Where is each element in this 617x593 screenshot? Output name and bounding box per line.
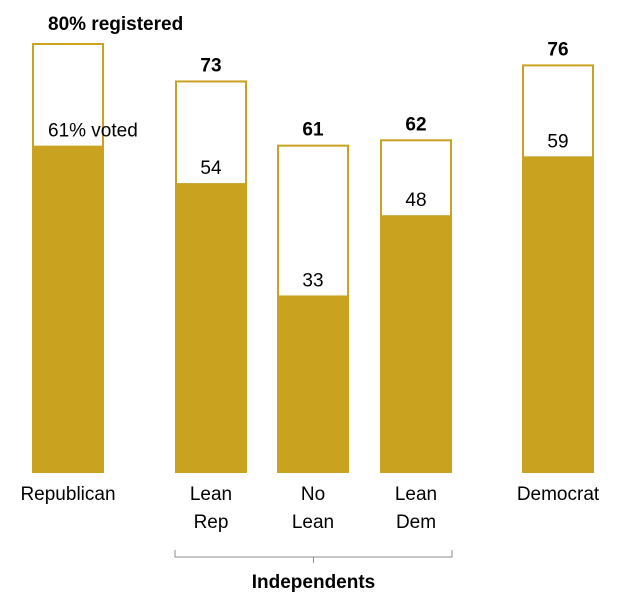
voted-value-label-3: 48 [405,190,426,211]
category-label-1-1: Rep [194,512,229,533]
category-label-2-1: Lean [292,512,334,533]
category-label-3-1: Dem [396,512,436,533]
voted-bar-1 [175,183,247,472]
category-label-4-0: Democrat [517,484,600,505]
category-label-1-0: Lean [190,484,232,505]
registered-value-label-4: 76 [547,39,568,60]
category-label-0-0: Republican [20,484,115,505]
registered-value-label-3: 62 [405,114,426,135]
category-label-2-0: No [301,484,325,505]
voted-bar-0 [32,145,104,472]
voted-value-label-0: 61% voted [48,121,138,142]
independents-label: Independents [252,572,376,593]
voted-bar-2 [277,295,349,472]
voted-bar-4 [522,156,594,472]
voted-bar-3 [380,215,452,472]
voted-value-label-2: 33 [302,270,323,291]
registered-value-label-2: 61 [302,120,324,141]
registered-value-label-0: 80% registered [48,14,183,35]
voted-value-label-1: 54 [200,158,222,179]
voted-value-label-4: 59 [547,131,568,152]
category-label-3-0: Lean [395,484,437,505]
independents-bracket [174,550,453,563]
registered-value-label-1: 73 [200,55,221,76]
